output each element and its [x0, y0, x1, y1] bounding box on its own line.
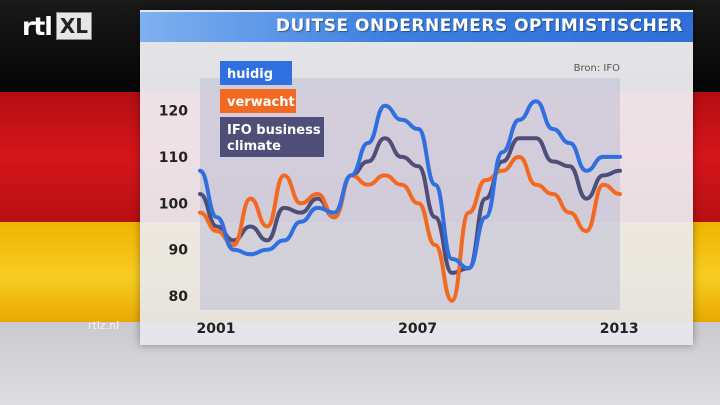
series-line-1 [198, 154, 622, 303]
legend: huidig verwacht IFO business climate [220, 61, 324, 157]
legend-label-verwacht: verwacht [227, 95, 295, 110]
series-layer [198, 99, 622, 303]
y-axis-ticks: 80 90 100 110 120 [159, 103, 188, 305]
y-tick-label: 90 [169, 243, 189, 259]
chart-title: DUITSE ONDERNEMERS OPTIMISTISCHER [275, 16, 683, 36]
y-tick-label: 110 [159, 150, 188, 166]
source-label: Bron: IFO [574, 63, 620, 74]
y-tick-label: 100 [159, 196, 188, 212]
y-tick-label: 120 [159, 103, 188, 119]
legend-swatch-verwacht [220, 89, 296, 113]
legend-label-ifo-line2: climate [227, 139, 281, 154]
x-tick-label: 2007 [398, 321, 437, 337]
rtl-xl-logo: rtl XL [22, 10, 93, 42]
rtlz-watermark: rtlz.nl [88, 319, 120, 332]
x-axis-ticks: 2001 2007 2013 [197, 321, 639, 337]
title-bar: DUITSE ONDERNEMERS OPTIMISTISCHER [140, 12, 693, 42]
legend-swatch-ifo [220, 117, 324, 157]
x-tick-label: 2001 [197, 321, 236, 337]
legend-label-ifo-line1: IFO business [227, 123, 321, 138]
series-line-2 [198, 136, 622, 275]
legend-swatch-huidig [220, 61, 292, 85]
series-line-0 [198, 99, 622, 271]
x-tick-label: 2013 [600, 321, 639, 337]
legend-label-huidig: huidig [227, 67, 273, 82]
logo-xl-text: XL [55, 12, 93, 40]
y-tick-label: 80 [169, 289, 189, 305]
logo-rtl-text: rtl [22, 11, 53, 41]
